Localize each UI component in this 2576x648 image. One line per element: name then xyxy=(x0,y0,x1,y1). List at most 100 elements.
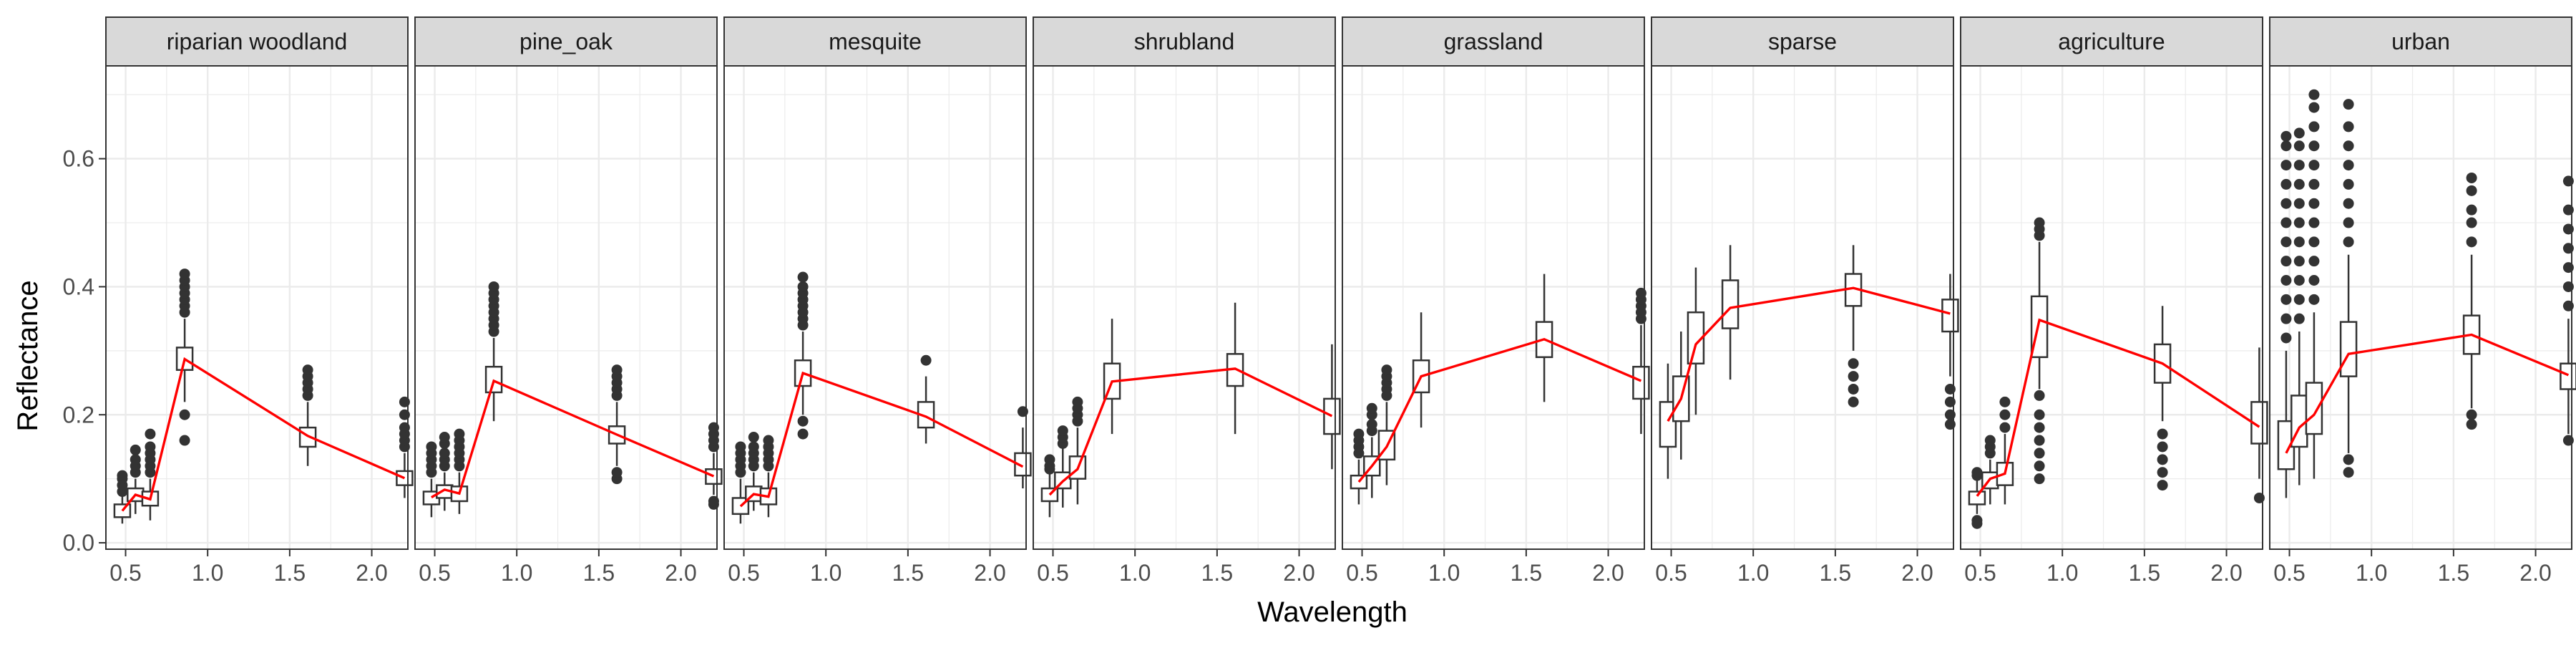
panel-background xyxy=(106,66,408,549)
outlier-point xyxy=(2157,454,2168,465)
outlier-point xyxy=(2466,172,2477,183)
outlier-point xyxy=(2157,428,2168,440)
x-tick-label: 0.5 xyxy=(1346,560,1377,586)
outlier-point xyxy=(2034,390,2045,401)
outlier-point xyxy=(1999,422,2011,433)
outlier-point xyxy=(2157,467,2168,478)
box-plot xyxy=(175,269,194,446)
outlier-point xyxy=(748,441,759,453)
facet-panel-shrubland: shrubland 0.5 1.0 1.5 2.0 xyxy=(1033,16,1341,586)
outlier-point xyxy=(488,281,499,292)
outlier-point xyxy=(763,435,774,446)
box-plot xyxy=(1659,363,1677,479)
box-plot xyxy=(1844,245,1863,407)
panel-background xyxy=(1652,66,1953,549)
box-iqr xyxy=(1941,299,1959,333)
box-iqr xyxy=(1632,365,1650,400)
panel-border xyxy=(1342,65,1645,550)
outlier-point xyxy=(2280,313,2292,324)
x-tick-label: 2.0 xyxy=(2519,560,2551,586)
outlier-point xyxy=(2034,473,2045,485)
y-tick-label: 0.2 xyxy=(63,402,94,427)
outlier-point xyxy=(1971,467,1983,478)
outlier-point xyxy=(439,448,450,459)
box-plot xyxy=(2305,89,2323,479)
outlier-point xyxy=(2280,178,2292,190)
outlier-point xyxy=(2034,409,2045,420)
outlier-point xyxy=(2280,217,2292,228)
box-plot xyxy=(608,364,626,485)
x-tick-label: 1.0 xyxy=(1737,560,1769,586)
y-tick-label: 0.0 xyxy=(63,530,94,556)
box-plot xyxy=(141,428,160,521)
x-tick-label: 1.5 xyxy=(583,560,615,586)
x-tick-label: 1.0 xyxy=(1119,560,1151,586)
outlier-point xyxy=(454,428,465,440)
outlier-point xyxy=(302,364,313,376)
outlier-point xyxy=(2466,409,2477,420)
outlier-point xyxy=(1971,518,1983,529)
x-tick-label: 1.5 xyxy=(1201,560,1233,586)
facet-label: urban xyxy=(2391,29,2450,54)
y-axis-title: Reflectance xyxy=(12,280,44,431)
facet-strip xyxy=(723,16,1027,67)
outlier-point xyxy=(797,281,809,292)
facet-label: agriculture xyxy=(2058,29,2165,54)
facet-strip xyxy=(2269,16,2572,67)
outlier-point xyxy=(2293,256,2305,267)
x-tick-label: 0.5 xyxy=(728,560,759,586)
outlier-point xyxy=(1366,419,1377,430)
outlier-point xyxy=(179,269,190,280)
median-line xyxy=(2285,333,2570,454)
outlier-point xyxy=(2280,140,2292,152)
outlier-point xyxy=(1984,435,1996,446)
outlier-point xyxy=(1999,409,2011,420)
facet-label: riparian woodland xyxy=(167,29,348,54)
outlier-point xyxy=(2466,185,2477,196)
facet-strip xyxy=(1651,16,1954,67)
x-tick-label: 1.0 xyxy=(1428,560,1460,586)
facet-panel-riparian-woodland: riparian woodland 0.5 1.0 1.5 2.0 xyxy=(105,16,414,586)
outlier-point xyxy=(2157,441,2168,453)
x-tick-label: 2.0 xyxy=(974,560,1005,586)
outlier-point xyxy=(2280,332,2292,344)
x-tick-label: 1.0 xyxy=(2356,560,2387,586)
outlier-point xyxy=(2343,99,2354,110)
box-plot xyxy=(1363,402,1381,498)
outlier-point xyxy=(748,432,759,443)
x-tick-label: 1.0 xyxy=(501,560,532,586)
x-tick-label: 1.0 xyxy=(810,560,841,586)
outlier-point xyxy=(1057,425,1068,437)
outlier-point xyxy=(145,428,156,440)
outlier-point xyxy=(797,415,809,427)
outlier-point xyxy=(2343,140,2354,152)
outlier-point xyxy=(2293,275,2305,286)
outlier-point xyxy=(2308,89,2320,100)
facet-label: pine_oak xyxy=(519,29,613,54)
box-iqr xyxy=(1968,490,1986,506)
x-tick-label: 1.5 xyxy=(2129,560,2160,586)
outlier-point xyxy=(2034,448,2045,459)
panel-background xyxy=(2270,66,2572,549)
panel-border xyxy=(414,65,718,550)
outlier-point xyxy=(439,432,450,443)
panel-border xyxy=(1033,65,1336,550)
outlier-point xyxy=(130,444,141,455)
box-plot xyxy=(1721,245,1740,380)
outlier-point xyxy=(1366,402,1377,414)
outlier-point xyxy=(2293,140,2305,152)
box-plot xyxy=(1996,396,2014,505)
outlier-point xyxy=(2308,178,2320,190)
box-iqr xyxy=(2339,321,2358,377)
outlier-point xyxy=(2308,256,2320,267)
panel-border xyxy=(723,65,1027,550)
y-tick-label: 0.6 xyxy=(63,146,94,172)
outlier-point xyxy=(179,435,190,446)
box-iqr xyxy=(2560,362,2576,390)
x-tick-label: 0.5 xyxy=(109,560,141,586)
x-tick-label: 1.5 xyxy=(892,560,924,586)
x-tick-label: 2.0 xyxy=(1901,560,1933,586)
outlier-point xyxy=(2280,294,2292,305)
median-line xyxy=(121,357,406,512)
facet-panel-pine-oak: pine_oak 0.5 1.0 1.5 2.0 xyxy=(414,16,723,586)
